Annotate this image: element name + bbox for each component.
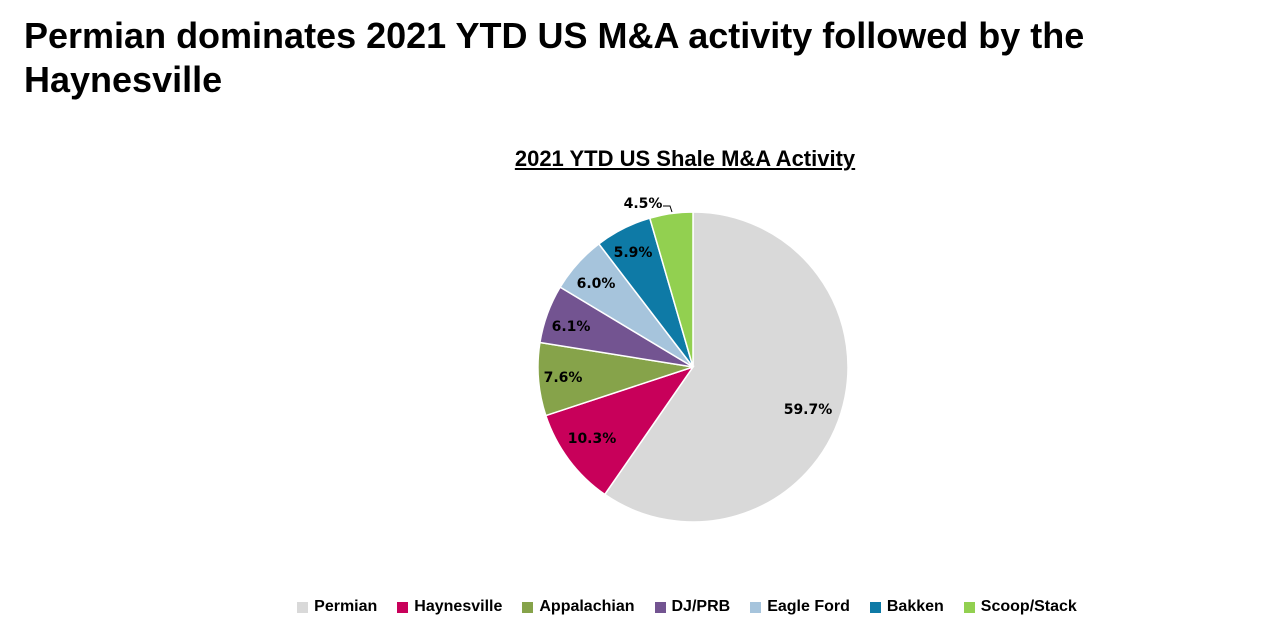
legend-item-appalachian: Appalachian [522, 598, 635, 616]
legend-label: DJ/PRB [671, 598, 731, 615]
legend-item-haynesville: Haynesville [397, 598, 502, 616]
legend-item-scoop-stack: Scoop/Stack [963, 598, 1077, 616]
legend-label: Bakken [886, 598, 944, 615]
data-label-haynesville: 10.3% [568, 431, 617, 447]
legend-swatch [654, 601, 666, 613]
legend-label: Eagle Ford [767, 598, 850, 615]
legend-label: Permian [314, 598, 378, 615]
data-label-permian: 59.7% [784, 402, 833, 418]
data-label-appalachian: 7.6% [544, 370, 583, 386]
pie-slice-scoop-stack [648, 211, 694, 368]
legend-item-eagle-ford: Eagle Ford [750, 598, 850, 616]
pie-slice-permian [603, 211, 849, 523]
data-label-eagle-ford: 6.0% [577, 276, 616, 292]
label-leader-line [663, 205, 673, 213]
legend-swatch [522, 601, 534, 613]
legend-swatch [869, 601, 881, 613]
legend-label: Appalachian [539, 598, 635, 615]
legend-swatch [297, 601, 309, 613]
slide-title: Permian dominates 2021 YTD US M&A activi… [24, 15, 1085, 100]
legend-swatch [397, 601, 409, 613]
chart-legend: Permian Haynesville Appalachian DJ/PRB Eagle… [0, 598, 1280, 616]
data-label-scoop-stack: 4.5% [624, 196, 663, 212]
legend-item-permian: Permian [297, 598, 377, 616]
legend-item-bakken: Bakken [869, 598, 944, 616]
data-label-bakken: 5.9% [614, 245, 653, 261]
legend-swatch [750, 601, 762, 613]
legend-swatch [963, 601, 975, 613]
legend-label: Scoop/Stack [980, 598, 1077, 615]
legend-item-dj-prb: DJ/PRB [654, 598, 731, 616]
data-label-dj-prb: 6.1% [552, 319, 591, 335]
legend-label: Haynesville [414, 598, 503, 615]
pie-slice-haynesville [544, 365, 695, 496]
chart-title: 2021 YTD US Shale M&A Activity [514, 146, 856, 171]
